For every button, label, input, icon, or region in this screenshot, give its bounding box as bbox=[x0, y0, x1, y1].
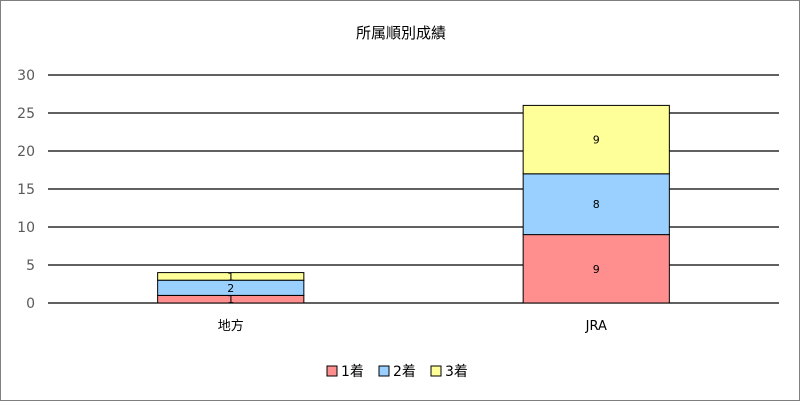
legend: 1着 2着 3着 bbox=[326, 364, 468, 380]
chart-title: 所属順別成績 bbox=[356, 24, 446, 42]
y-tick-label: 30 bbox=[17, 68, 35, 84]
y-tick-label: 5 bbox=[26, 258, 35, 274]
legend-swatch-3 bbox=[430, 365, 442, 377]
x-category-label: 地方 bbox=[218, 318, 244, 334]
data-label: 9 bbox=[593, 134, 600, 147]
y-axis-ticks: 0 5 10 15 20 25 30 bbox=[17, 68, 35, 312]
data-label: 2 bbox=[227, 282, 234, 295]
bars: 121 9 8 9 bbox=[157, 104, 670, 306]
y-tick-label: 10 bbox=[17, 220, 35, 236]
data-label: 9 bbox=[593, 263, 600, 276]
x-axis-categories: 地方 JRA bbox=[218, 318, 607, 334]
legend-label: 3着 bbox=[445, 364, 468, 380]
legend-swatch-2 bbox=[378, 365, 390, 377]
gridlines bbox=[48, 74, 779, 304]
data-label: 1 bbox=[227, 293, 234, 306]
legend-swatch-1 bbox=[326, 365, 338, 377]
x-category-label: JRA bbox=[585, 319, 607, 334]
y-tick-label: 20 bbox=[17, 144, 35, 160]
y-tick-label: 25 bbox=[17, 106, 35, 122]
y-tick-label: 0 bbox=[26, 296, 35, 312]
bar-segment-3 bbox=[157, 272, 305, 281]
bar-segment-3 bbox=[522, 104, 670, 175]
legend-label: 1着 bbox=[341, 364, 364, 380]
y-tick-label: 15 bbox=[17, 182, 35, 198]
legend-label: 2着 bbox=[393, 364, 416, 380]
data-label: 8 bbox=[593, 198, 600, 211]
data-label: 1 bbox=[227, 270, 234, 283]
